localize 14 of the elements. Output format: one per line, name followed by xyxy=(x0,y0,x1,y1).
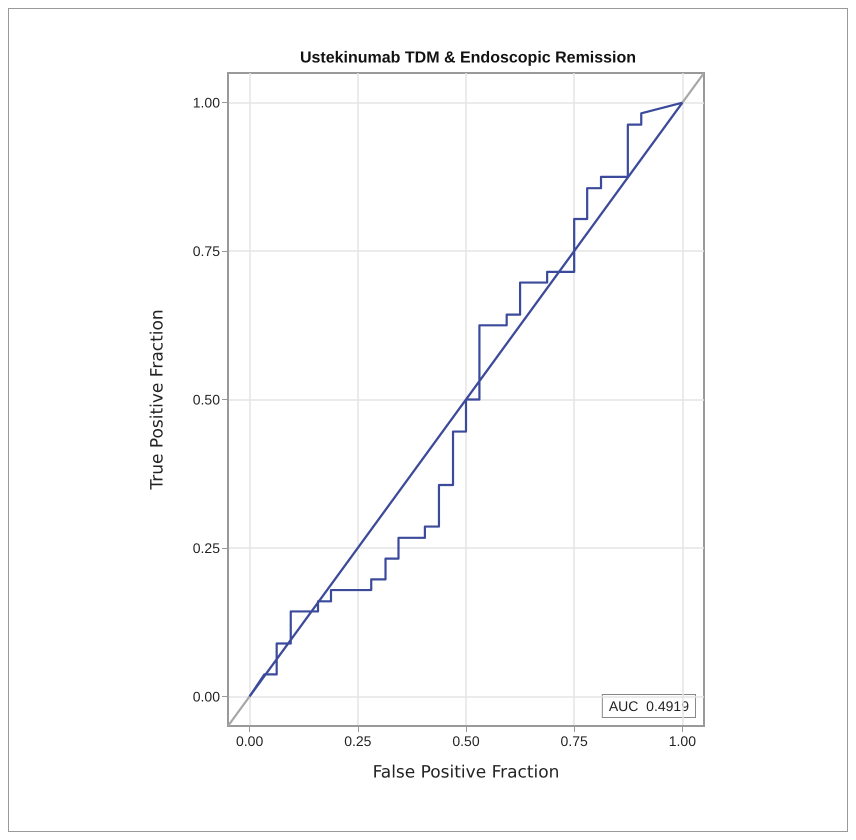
y-tick-label: 0.50 xyxy=(192,392,220,408)
x-tick-label: 1.00 xyxy=(668,733,696,749)
x-tick-label: 0.25 xyxy=(344,733,372,749)
x-tick-label: 0.50 xyxy=(452,733,480,749)
x-tick-label: 0.75 xyxy=(560,733,588,749)
y-tick-label: 0.75 xyxy=(192,243,220,260)
x-axis-title: False Positive Fraction xyxy=(372,762,560,782)
y-tick-label: 0.25 xyxy=(192,540,220,556)
y-axis-title: True Positive Fraction xyxy=(148,309,168,491)
y-tick-label: 1.00 xyxy=(192,94,220,111)
x-tick-label: 0.00 xyxy=(236,733,264,749)
y-tick-label: 0.00 xyxy=(192,688,220,704)
annotation: AUC 0.4919 xyxy=(608,698,690,714)
chart-title: Ustekinumab TDM & Endoscopic Remission xyxy=(300,50,636,66)
